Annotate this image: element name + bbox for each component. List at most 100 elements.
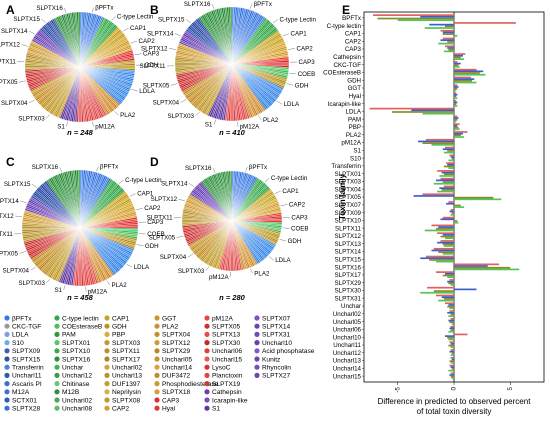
legend-item: Transferrin [4, 365, 44, 372]
bar [433, 290, 454, 292]
slice-label: SLPTX16 [36, 5, 63, 12]
bar [449, 154, 454, 157]
legend-swatch [54, 323, 60, 329]
bar [440, 235, 454, 238]
leader-line [213, 119, 216, 125]
bar [446, 162, 455, 164]
leader-line [174, 33, 182, 37]
legend-swatch [4, 348, 10, 354]
bar [443, 245, 455, 247]
bar [454, 93, 458, 96]
slice-label: CAP2 [297, 45, 314, 52]
bar [454, 66, 460, 68]
slice-label: GDH [295, 82, 309, 89]
bar [422, 142, 454, 144]
category-label: SLPTX17 [335, 272, 362, 279]
category-label: SLPTX09 [335, 210, 362, 217]
leader-line [250, 268, 253, 274]
legend-label: PAM [62, 332, 76, 339]
legend-item: SLPTX01 [54, 340, 91, 347]
slice-label: SLPTX14 [147, 31, 174, 38]
legend-label: Uncharl08 [62, 406, 92, 413]
bar [420, 291, 454, 294]
bar [454, 61, 458, 63]
legend-swatch [104, 405, 110, 411]
bar [454, 103, 457, 106]
legend-swatch [54, 364, 60, 370]
slice-label: CAP3 [299, 59, 316, 66]
bar [397, 19, 454, 22]
legend-item: Acid phosphatase [254, 348, 315, 355]
legend-swatch [204, 397, 210, 403]
bar [442, 31, 454, 34]
bar [448, 159, 455, 162]
legend-label: SLPTX29 [162, 348, 191, 355]
bar [454, 73, 486, 76]
bar [445, 302, 454, 305]
slice-label: LDLA [284, 101, 300, 108]
leader-line [289, 72, 297, 75]
bar [449, 350, 454, 353]
bar [413, 195, 454, 197]
bar [442, 234, 454, 236]
bar [443, 151, 455, 154]
x-axis-title-line2: of total toxin diversity [417, 407, 492, 416]
leader-line [122, 27, 129, 32]
legend-label: CAP1 [112, 315, 130, 322]
category-label: SLPTX12 [335, 233, 362, 240]
sample-size-label: n = 458 [67, 293, 93, 302]
legend-item: Kunitz [254, 356, 280, 363]
bar [454, 76, 471, 79]
legend-label: pM12A [212, 315, 233, 322]
legend-swatch [204, 381, 210, 387]
legend-swatch [254, 331, 260, 337]
legend-swatch [154, 397, 160, 403]
pie-slice [230, 170, 233, 222]
legend-item: SLPTX11 [104, 348, 140, 355]
legend-label: Uncharl14 [162, 365, 192, 372]
slice-label: pM12A [209, 274, 229, 281]
bar [436, 227, 454, 230]
legend-swatch [4, 405, 10, 411]
leader-line [276, 100, 283, 105]
legend-label: S10 [12, 340, 24, 347]
legend-item: SLPTX29 [154, 348, 191, 355]
legend-item: SLPTX31 [254, 331, 291, 339]
bar [448, 167, 455, 170]
bar [420, 257, 454, 260]
bar [433, 247, 454, 250]
bar [451, 358, 454, 361]
legend-item: SLPTX18 [154, 389, 191, 396]
bar [454, 196, 494, 199]
bar [454, 131, 468, 133]
leader-line [136, 244, 144, 247]
bar [443, 50, 455, 53]
slice-label: GDH [145, 243, 159, 250]
slice-label: S1 [57, 124, 65, 131]
legend-item: SLPTX27 [254, 373, 291, 380]
bar [442, 216, 454, 219]
legend-label: SLPTX08 [112, 397, 141, 404]
bar [454, 118, 458, 121]
legend-item: SLPTX05 [204, 324, 241, 331]
bar [450, 356, 455, 359]
bar [450, 156, 455, 158]
bar [445, 146, 454, 149]
bar [454, 62, 461, 65]
leader-line [282, 227, 290, 229]
leader-line [176, 235, 184, 238]
legend-item: Rhyncolin [254, 365, 291, 372]
legend-label: LDLA [12, 332, 29, 339]
legend-swatch [254, 315, 260, 321]
slice-label: PLA2 [254, 270, 270, 277]
category-label: SLPTX11 [335, 225, 362, 232]
leader-line [96, 166, 99, 172]
bar [454, 86, 459, 88]
legend-swatch [54, 397, 60, 403]
slice-label: SLPTX15 [4, 181, 31, 188]
legend-label: Phosphodiesterase [162, 381, 219, 388]
legend-swatch [4, 356, 10, 362]
